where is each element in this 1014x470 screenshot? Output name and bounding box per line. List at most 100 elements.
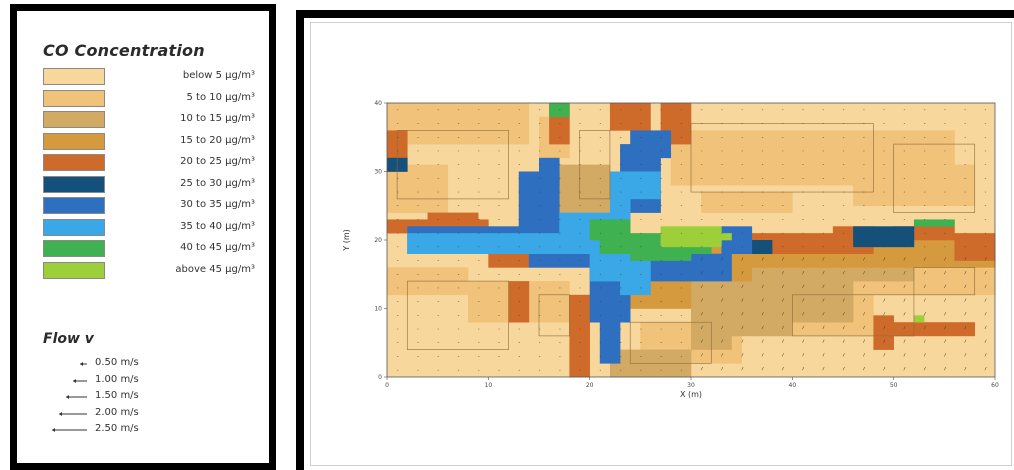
legend-swatch — [43, 132, 105, 150]
flow-vector — [883, 353, 886, 357]
flow-vector — [923, 339, 926, 343]
flow-vector — [903, 339, 906, 343]
flow-vector — [842, 312, 845, 316]
flow-vector — [984, 353, 987, 357]
flow-vector — [984, 270, 987, 275]
flow-vector — [883, 257, 886, 261]
flow-legend-label: 0.50 m/s — [95, 357, 139, 368]
heatmap-cell — [539, 157, 560, 186]
flow-vector — [842, 339, 845, 343]
flow-vector — [721, 325, 724, 330]
flow-vector — [883, 270, 886, 275]
legend-label: 20 to 25 µg/m³ — [180, 156, 255, 167]
flow-vector — [721, 298, 724, 302]
flow-vector — [822, 257, 825, 261]
flow-vector — [923, 298, 926, 302]
flow-vector — [903, 312, 906, 316]
flow-vector — [883, 312, 886, 316]
flow-vector — [761, 298, 764, 302]
flow-vector — [721, 257, 724, 261]
heatmap-cell — [913, 315, 925, 323]
flow-vector — [863, 312, 865, 316]
x-tick-label: 60 — [991, 382, 999, 389]
flow-vector — [964, 325, 967, 330]
flow-vector — [700, 353, 703, 357]
flow-vector — [984, 339, 987, 343]
legend-entry: above 45 µg/m³ — [43, 261, 263, 280]
flow-vector — [984, 298, 987, 302]
building-outline — [913, 267, 976, 296]
flow-vector — [863, 366, 865, 371]
x-tick-label: 40 — [789, 382, 797, 389]
x-tick-label: 20 — [586, 382, 594, 389]
flow-vector — [944, 366, 947, 371]
flow-legend-entry: 2.00 m/s — [43, 407, 243, 421]
flow-vector — [822, 339, 825, 343]
flow-vector — [944, 325, 947, 330]
legend-swatch — [43, 154, 105, 171]
flow-vector — [984, 366, 987, 371]
flow-vector — [903, 353, 906, 357]
flow-legend-entry: 2.50 m/s — [43, 423, 243, 437]
flow-vector — [842, 325, 845, 330]
flow-legend-label: 1.50 m/s — [95, 390, 139, 401]
flow-vector — [923, 257, 926, 261]
flow-vector — [721, 284, 724, 289]
x-tick-label: 30 — [687, 382, 695, 389]
legend-swatch — [43, 68, 105, 85]
legend-entry: 15 to 20 µg/m³ — [43, 132, 263, 151]
flow-vector — [883, 284, 886, 289]
flow-legend-entry: 0.50 m/s — [43, 357, 243, 371]
legend-entry: 25 to 30 µg/m³ — [43, 175, 263, 194]
flow-vector — [863, 325, 865, 330]
flow-vector — [944, 270, 947, 275]
flow-vector — [700, 312, 703, 316]
flow-vector — [944, 353, 947, 357]
flow-vector — [944, 257, 947, 261]
flow-vector — [842, 366, 845, 371]
flow-vector — [721, 366, 724, 371]
legend-label: 15 to 20 µg/m³ — [180, 134, 255, 146]
flow-vector — [802, 366, 805, 371]
flow-vector — [903, 270, 906, 275]
flow-legend-entry: 1.50 m/s — [43, 390, 243, 404]
flow-vector — [842, 298, 845, 302]
x-axis-label: X (m) — [680, 390, 702, 399]
flow-vector — [741, 353, 744, 357]
flow-vector — [984, 325, 987, 330]
flow-legend-label: 2.00 m/s — [95, 406, 139, 418]
flow-vector — [863, 339, 865, 343]
flow-vector — [964, 257, 967, 261]
heatmap-cell — [954, 233, 996, 261]
legend-panel: CO Concentration below 5 µg/m³ 5 to 10 µg… — [10, 4, 276, 470]
flow-vector — [721, 339, 724, 343]
flow-arrow-icon — [66, 395, 87, 399]
legend-label: 25 to 30 µg/m³ — [180, 177, 255, 189]
flow-vector — [944, 339, 947, 343]
flow-vector — [802, 257, 805, 261]
flow-vector — [964, 270, 967, 275]
map-panel: 0 10 20 30 40 50 60 0 10 20 30 40 X (m) Y (m) — [296, 10, 1014, 470]
flow-legend-title: Flow v — [43, 331, 94, 347]
legend-swatch — [43, 89, 105, 107]
flow-vector — [923, 312, 926, 316]
flow-vector — [964, 353, 967, 357]
flow-vector — [944, 298, 947, 302]
legend-entry: 35 to 40 µg/m³ — [43, 218, 263, 237]
concentration-map: 0 10 20 30 40 50 60 0 10 20 30 40 X (m) Y (m) — [342, 100, 999, 399]
flow-vector — [964, 298, 967, 302]
y-axis-ticks: 0 10 20 30 40 — [374, 100, 387, 381]
heatmap-cell — [569, 294, 590, 378]
flow-vector — [781, 339, 784, 343]
legend-entry: 40 to 45 µg/m³ — [43, 240, 263, 258]
flow-vector — [822, 312, 825, 316]
flow-vector — [802, 270, 805, 275]
flow-vector — [903, 257, 906, 261]
flow-vector — [923, 270, 926, 275]
heatmap-cell — [701, 192, 793, 213]
flow-vector — [822, 366, 825, 371]
flow-vector — [741, 257, 744, 261]
flow-vector — [741, 284, 744, 289]
flow-vector — [964, 284, 967, 289]
flow-vector — [781, 353, 784, 357]
